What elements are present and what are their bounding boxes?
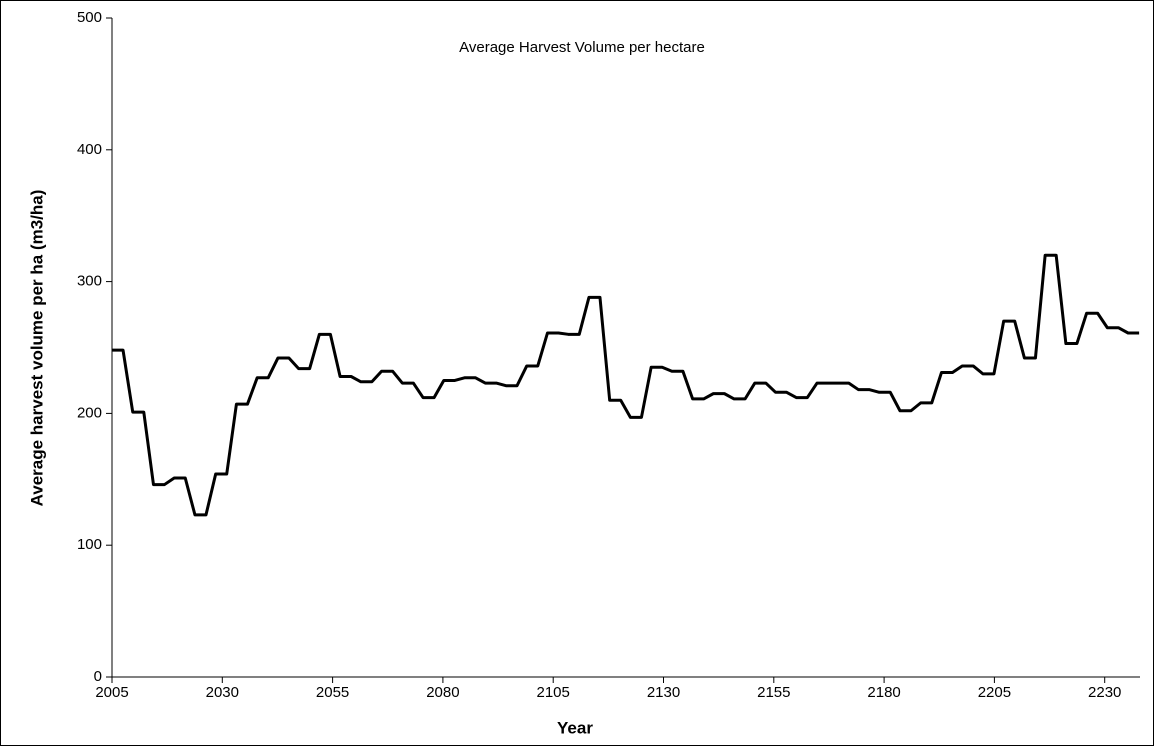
- x-tick-label: 2080: [426, 684, 459, 701]
- x-tick-label: 2180: [867, 684, 900, 701]
- y-tick-label: 400: [77, 141, 102, 158]
- y-tick-label: 100: [77, 536, 102, 553]
- x-tick-label: 2130: [647, 684, 680, 701]
- data-line: [112, 253, 1140, 517]
- x-tick-label: 2030: [206, 684, 239, 701]
- x-tick-label: 2055: [316, 684, 349, 701]
- y-tick-label: 200: [77, 404, 102, 421]
- x-tick-label: 2230: [1088, 684, 1121, 701]
- y-tick-label: 500: [77, 9, 102, 26]
- x-tick-label: 2005: [95, 684, 128, 701]
- x-axis-label: Year: [557, 718, 593, 737]
- y-axis-label: Average harvest volume per ha (m3/ha): [27, 190, 46, 507]
- x-tick-label: 2155: [757, 684, 790, 701]
- y-tick-label: 300: [77, 273, 102, 290]
- chart-title: Average Harvest Volume per hectare: [459, 39, 705, 56]
- y-tick-label: 0: [94, 668, 102, 685]
- x-tick-label: 2205: [978, 684, 1011, 701]
- x-tick-label: 2105: [537, 684, 570, 701]
